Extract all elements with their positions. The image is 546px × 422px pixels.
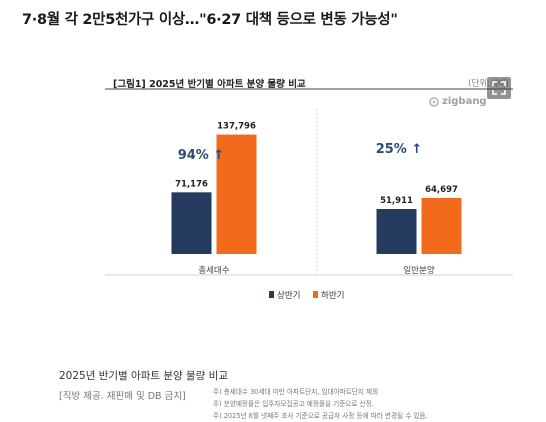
zigbang-logo-icon bbox=[429, 96, 439, 107]
zigbang-logo: zigbang bbox=[429, 96, 487, 107]
legend-swatch bbox=[269, 291, 274, 298]
data-label: 137,796 bbox=[217, 122, 256, 132]
logo-text: zigbang bbox=[442, 96, 487, 107]
bar-chart: 71,176 137,796 총세대수 94% ↑ 51,911 64,697 일반분양 25… bbox=[105, 88, 513, 301]
bar-first-half bbox=[376, 209, 417, 254]
category-label: 일반분양 bbox=[403, 265, 434, 276]
article-headline: 7·8월 각 2만5천가구 이상…"6·27 대책 등으로 변동 가능성" bbox=[22, 12, 398, 28]
legend-label: 하반기 bbox=[321, 290, 344, 301]
footnote: 주) 총세대수 30세대 미만 아파트단지, 임대아파트단지 제외 bbox=[213, 388, 379, 396]
growth-label: 94% ↑ bbox=[178, 148, 225, 163]
bar-second-half bbox=[216, 134, 257, 254]
data-label: 51,911 bbox=[380, 196, 413, 206]
growth-label: 25% ↑ bbox=[376, 142, 423, 157]
data-label: 64,697 bbox=[425, 185, 458, 195]
expand-icon bbox=[492, 81, 506, 95]
data-label: 71,176 bbox=[175, 179, 208, 189]
legend-label: 상반기 bbox=[277, 290, 300, 301]
footnote: 주) 2025년 6월 넷째주 조사 기준으로 공급자 사정 등에 따라 변경될… bbox=[213, 412, 428, 420]
bar-second-half bbox=[421, 197, 462, 254]
footnotes: 주) 총세대수 30세대 미만 아파트단지, 임대아파트단지 제외 주) 분양예… bbox=[213, 386, 428, 422]
bar-first-half bbox=[171, 192, 212, 254]
category-label: 총세대수 bbox=[198, 266, 229, 276]
legend-swatch bbox=[313, 291, 318, 298]
footnote: 주) 분양예정물은 입주자모집공고 예정물을 기준으로 산정. bbox=[213, 400, 374, 408]
chart-title: [그림1] 2025년 반기별 아파트 분양 물량 비교 bbox=[113, 79, 306, 90]
chart-figure: [그림1] 2025년 반기별 아파트 분양 물량 비교 (단위:세대) zig… bbox=[99, 67, 519, 420]
image-credit: [직방 제공. 재판매 및 DB 금지] bbox=[59, 391, 186, 402]
figure-caption: 2025년 반기별 아파트 분양 물량 비교 bbox=[59, 370, 228, 382]
expand-button[interactable] bbox=[487, 77, 511, 99]
